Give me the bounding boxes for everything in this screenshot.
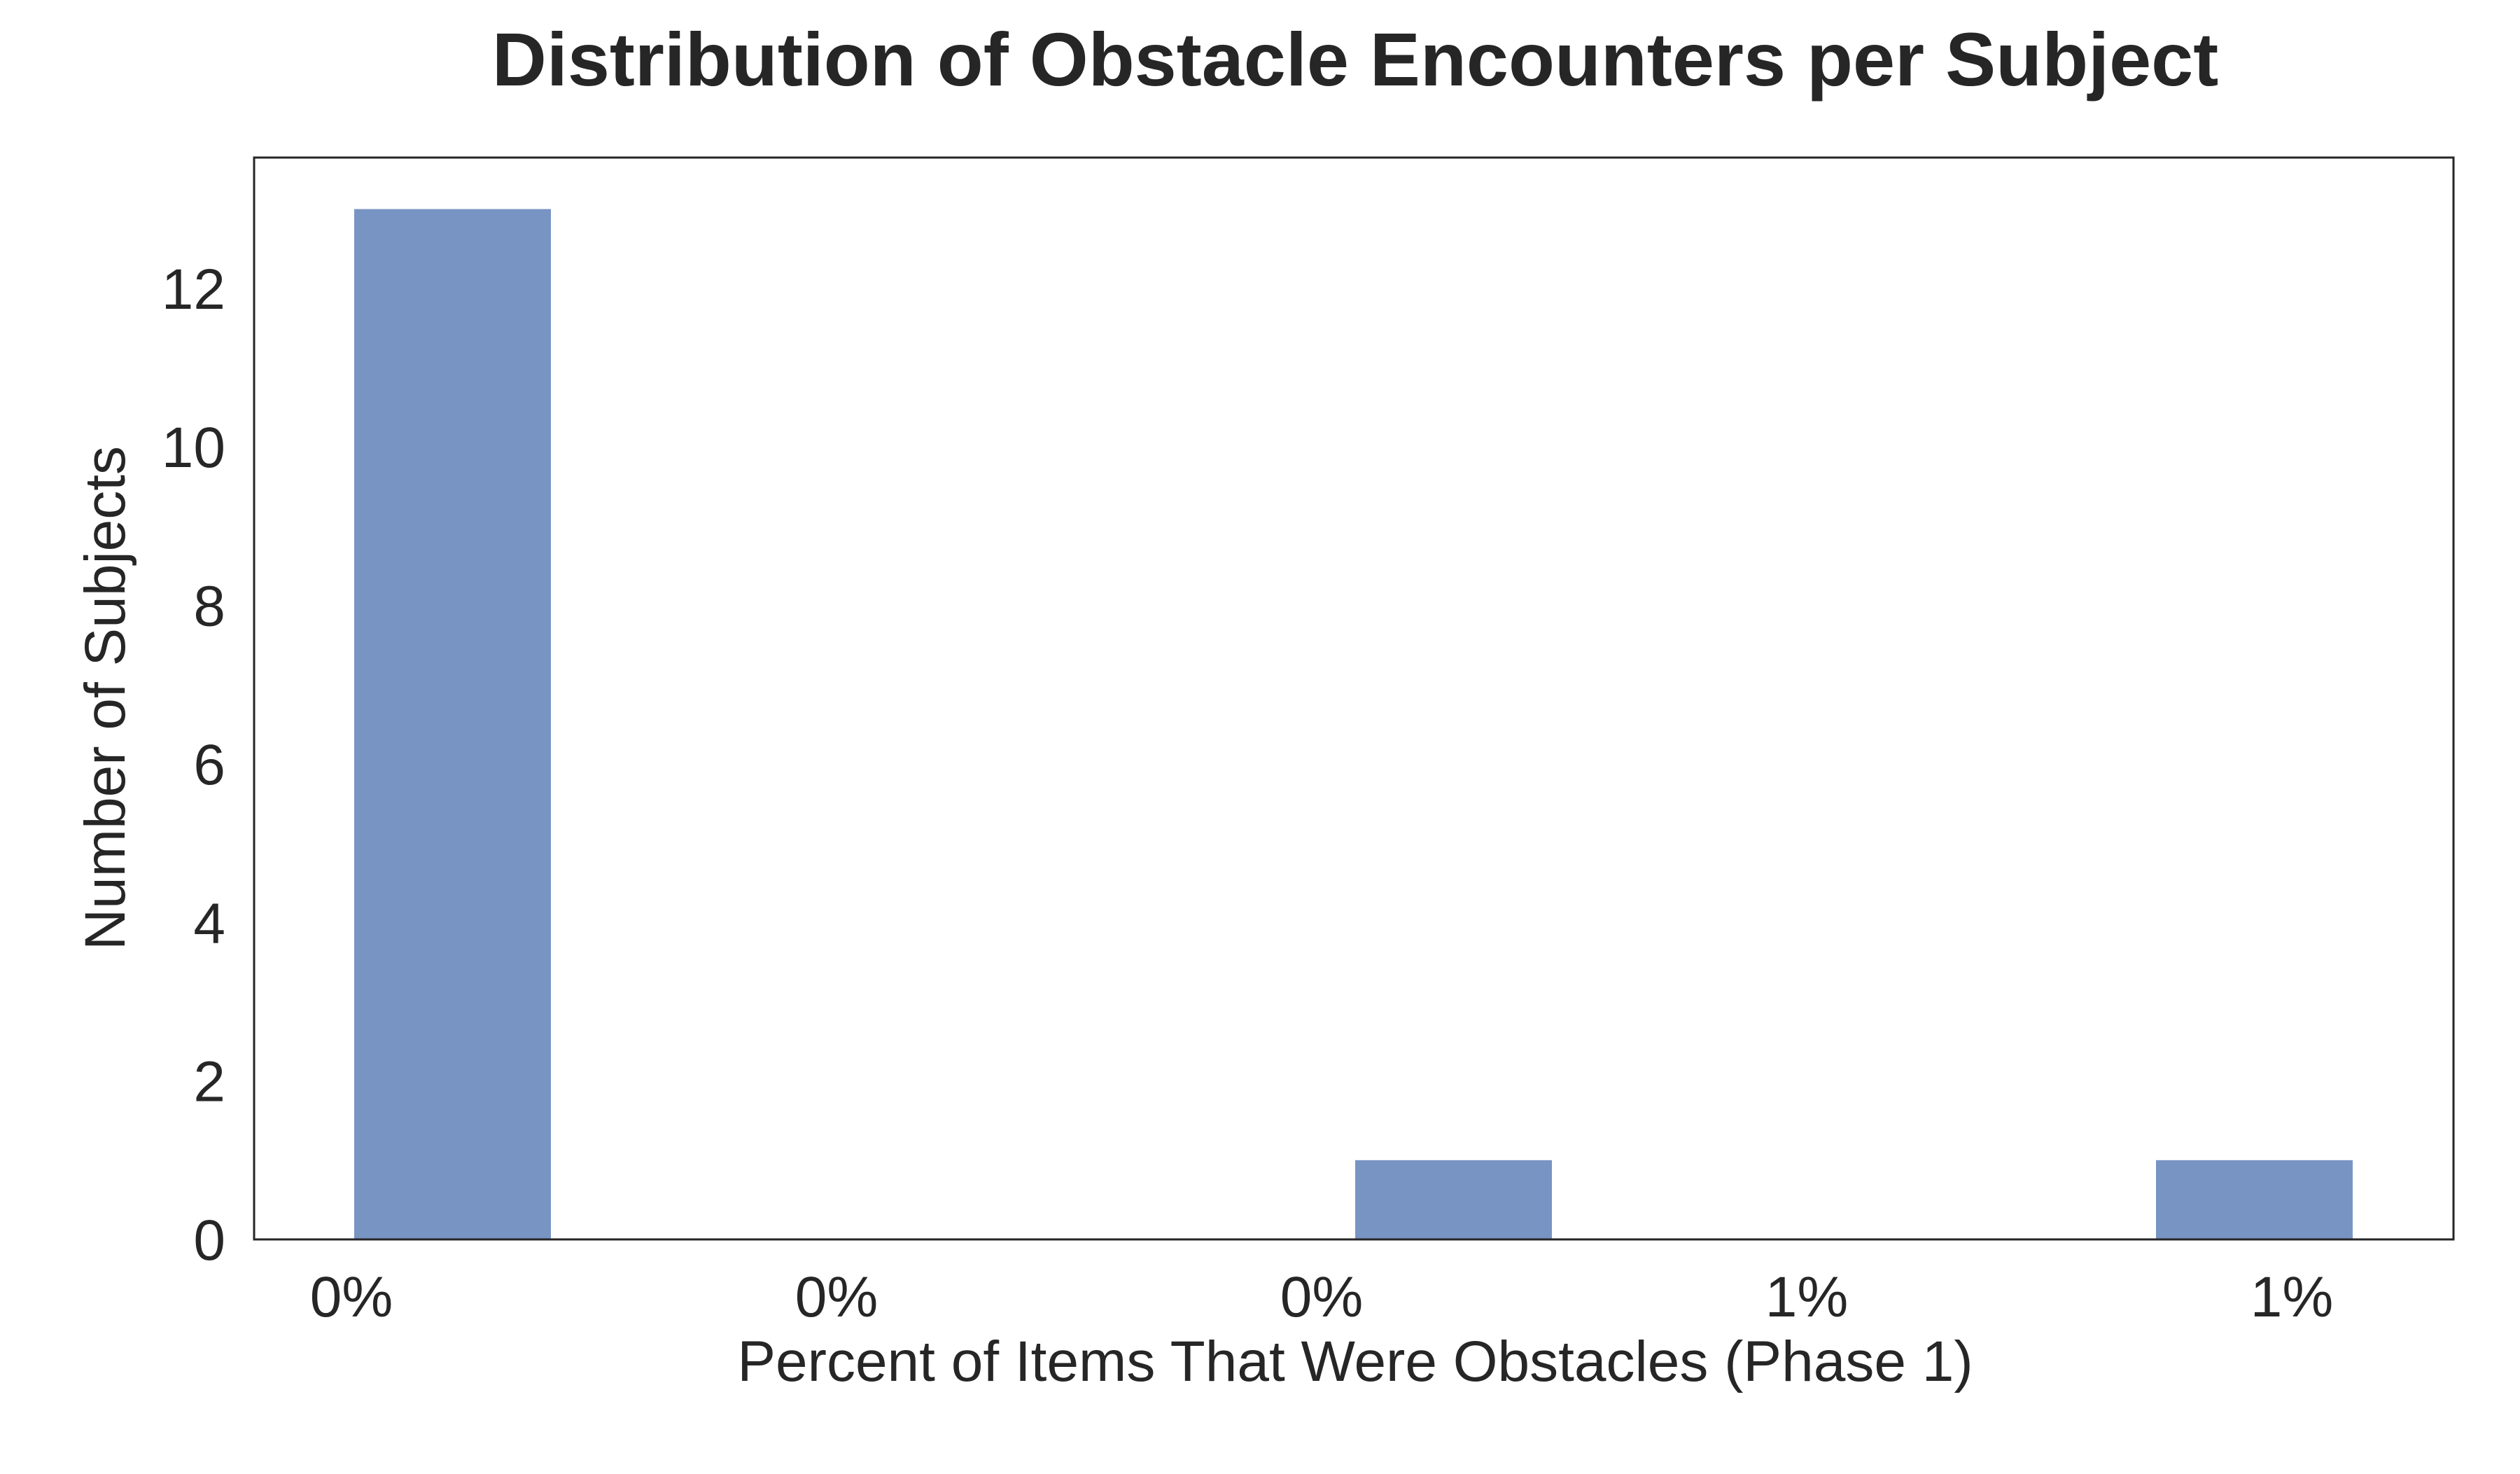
x-tick-label: 1% [1765, 1265, 1849, 1329]
x-tick-label: 0% [795, 1265, 878, 1329]
x-tick-label: 0% [310, 1265, 393, 1329]
x-tick-label: 0% [1280, 1265, 1364, 1329]
chart-title: Distribution of Obstacle Encounters per … [492, 17, 2218, 102]
bars-group [354, 209, 2353, 1240]
bar-bin-1 [354, 209, 551, 1240]
plot-frame [253, 156, 2455, 1241]
y-tick-label: 8 [193, 575, 225, 639]
y-tick-label: 12 [162, 258, 225, 321]
y-tick-label: 6 [193, 733, 225, 797]
y-tick-label: 0 [193, 1209, 225, 1272]
y-tick-label: 2 [193, 1050, 225, 1114]
y-tick-label: 4 [193, 891, 225, 955]
bar-bin-6 [1355, 1160, 1552, 1239]
y-axis-ticks: 0 2 4 6 8 10 12 [162, 258, 225, 1272]
x-axis-label: Percent of Items That Were Obstacles (Ph… [737, 1330, 1973, 1393]
x-tick-label: 1% [2250, 1265, 2334, 1329]
y-tick-label: 10 [162, 416, 225, 480]
bar-bin-10 [2156, 1160, 2353, 1239]
x-axis-ticks: 0% 0% 0% 1% 1% [310, 1265, 2334, 1329]
y-axis-label: Number of Subjects [74, 446, 137, 950]
